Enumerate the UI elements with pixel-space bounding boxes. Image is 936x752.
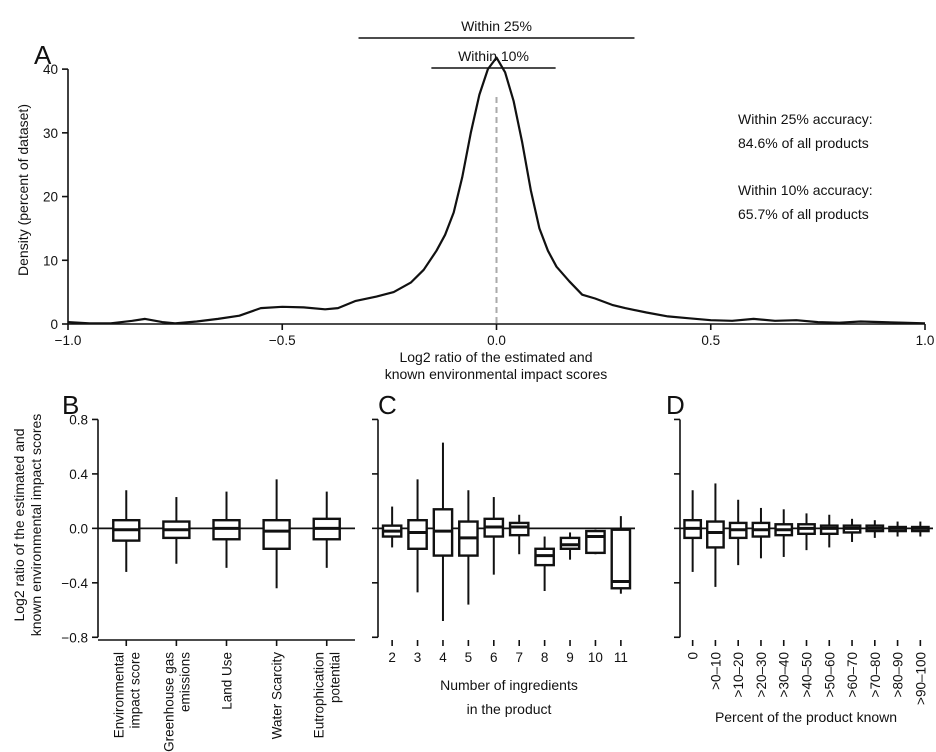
x-tick-label: 6 xyxy=(490,650,498,665)
panel-a: A Within 25% Within 10% −1.0 −0.5 0.0 0.5 1.0 0 1… xyxy=(15,18,934,382)
x-tick-label: 1.0 xyxy=(916,333,935,348)
x-tick-label: >60–70 xyxy=(845,652,860,697)
y-tick-label: −0.8 xyxy=(61,630,88,645)
x-tick-label: −0.5 xyxy=(269,333,296,348)
category-label: Greenhouse gas xyxy=(161,652,176,752)
accuracy-annotation: 84.6% of all products xyxy=(738,135,869,151)
x-tick-label: 2 xyxy=(388,650,396,665)
category-label: Eutrophication xyxy=(312,652,327,738)
box xyxy=(508,521,530,537)
accuracy-annotation: Within 25% accuracy: xyxy=(738,111,873,127)
x-tick-label: >70–80 xyxy=(868,652,883,697)
x-tick-label: >80–90 xyxy=(891,652,906,697)
x-tick-label: >50–60 xyxy=(822,652,837,697)
accuracy-annotation: 65.7% of all products xyxy=(738,206,869,222)
x-tick-label: >0–10 xyxy=(708,652,723,690)
y-axis-label: Density (percent of dataset) xyxy=(15,104,31,276)
x-tick-label: 9 xyxy=(566,650,574,665)
bracket-label: Within 10% xyxy=(458,48,529,64)
y-tick-label: 40 xyxy=(43,62,58,77)
x-tick-label: 5 xyxy=(465,650,473,665)
x-tick-label: 4 xyxy=(439,650,447,665)
panel-b: B0.8 0.4 0.0 −0.4 −0.8 Environmental impact sc… xyxy=(11,390,355,752)
x-tick-label: −1.0 xyxy=(55,333,82,348)
y-tick-label: −0.4 xyxy=(61,576,88,591)
x-tick-label: >10–20 xyxy=(731,652,746,697)
category-label: Environmental xyxy=(111,652,126,738)
x-tick-label: 11 xyxy=(614,650,628,665)
x-axis-label: Log2 ratio of the estimated and xyxy=(399,349,592,365)
category-label: Water Scarcity xyxy=(270,652,285,740)
box xyxy=(610,528,632,590)
y-tick-label: 30 xyxy=(43,126,58,141)
panel-letter-c: C xyxy=(378,390,397,420)
bracket-label: Within 25% xyxy=(461,18,532,34)
panel-c: C 2 3 4 5 6 7 8 9 10 11 Number of ingredients in the… xyxy=(372,390,635,717)
y-tick-label: 10 xyxy=(43,253,58,268)
y-tick-label: 0 xyxy=(50,317,58,332)
panel-d: D 0 >0–10 >10–20 >20–30 >30–40 >40–50 >50–60 >60… xyxy=(666,390,933,725)
x-tick-label: 7 xyxy=(515,650,523,665)
y-tick-label: 0.0 xyxy=(69,521,88,536)
panel-letter-d: D xyxy=(666,390,685,420)
y-axis-label: Log2 ratio of the estimated and xyxy=(11,428,27,621)
x-axis-label: Number of ingredients xyxy=(440,677,578,693)
x-tick-label: >40–50 xyxy=(800,652,815,697)
x-tick-label: >90–100 xyxy=(913,652,928,705)
x-axis-label: in the product xyxy=(467,701,552,717)
x-tick-label: 0.5 xyxy=(701,333,720,348)
box xyxy=(585,529,606,555)
category-label: impact score xyxy=(127,652,142,729)
category-label: Land Use xyxy=(220,652,235,710)
panel-letter-b: B xyxy=(62,390,79,420)
x-tick-label: 0.0 xyxy=(487,333,506,348)
density-curve xyxy=(67,56,926,325)
y-tick-label: 0.8 xyxy=(69,412,88,427)
category-label: emissions xyxy=(177,652,192,712)
y-axis-label: known environmental impact scores xyxy=(28,414,44,637)
box xyxy=(262,518,291,550)
x-tick-label: >30–40 xyxy=(777,652,792,697)
panel-letter-a: A xyxy=(34,40,52,70)
box xyxy=(706,520,725,549)
x-tick-label: 8 xyxy=(541,650,549,665)
x-tick-label: >20–30 xyxy=(754,652,769,697)
y-tick-label: 20 xyxy=(43,190,58,205)
y-tick-label: 0.4 xyxy=(69,467,88,482)
x-tick-label: 0 xyxy=(686,652,701,660)
category-label: potential xyxy=(328,652,343,703)
x-tick-label: 3 xyxy=(414,650,422,665)
accuracy-annotation: Within 10% accuracy: xyxy=(738,182,873,198)
x-axis-label: Percent of the product known xyxy=(715,709,897,725)
x-axis-label: known environmental impact scores xyxy=(385,366,608,382)
x-tick-label: 10 xyxy=(588,650,603,665)
box xyxy=(407,518,428,550)
